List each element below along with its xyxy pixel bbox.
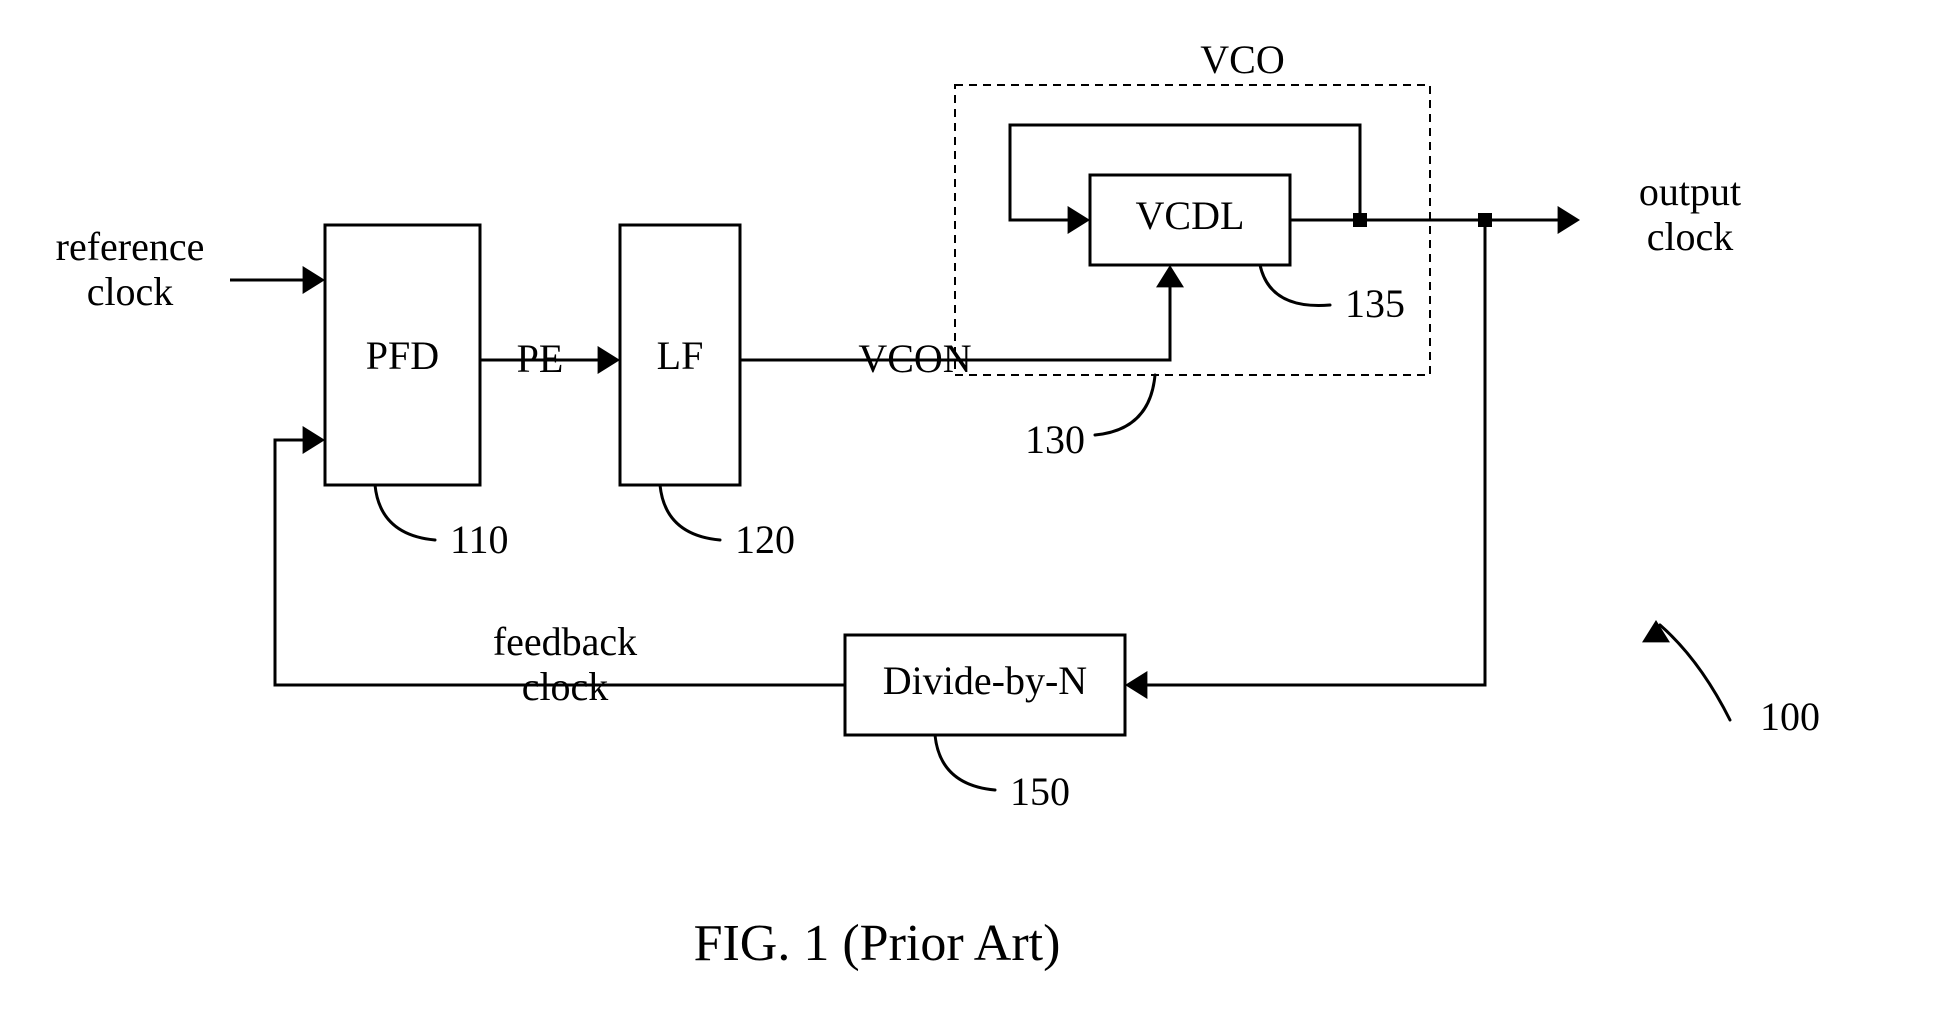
ref-150: [935, 735, 995, 790]
lf-label: LF: [657, 333, 704, 378]
vcdl-label: VCDL: [1136, 193, 1245, 238]
ref-130: [1095, 375, 1155, 435]
to-divider-wire: [1143, 220, 1485, 685]
ref-120: [660, 485, 720, 540]
ref-150-text: 150: [1010, 769, 1070, 814]
output-clock-label: output: [1639, 169, 1741, 214]
ref-100-text: 100: [1760, 694, 1820, 739]
pe-label: PE: [517, 336, 564, 381]
pfd-label: PFD: [366, 333, 439, 378]
reference-clock-label: reference: [56, 224, 205, 269]
figure-caption: FIG. 1 (Prior Art): [694, 915, 1061, 972]
ref-120-text: 120: [735, 517, 795, 562]
svg-text:clock: clock: [522, 664, 609, 709]
ref-110-text: 110: [450, 517, 509, 562]
ref-100: [1660, 625, 1730, 720]
ref-130-text: 130: [1025, 417, 1085, 462]
svg-text:clock: clock: [1647, 214, 1734, 259]
feedback-clock-label: feedback: [493, 619, 637, 664]
ref-135-text: 135: [1345, 281, 1405, 326]
vcon-label: VCON: [858, 336, 971, 381]
vco-label: VCO: [1200, 37, 1284, 82]
ref-110: [375, 485, 435, 540]
svg-text:clock: clock: [87, 269, 174, 314]
divide-by-n-label: Divide-by-N: [883, 658, 1087, 703]
ref-135: [1260, 265, 1330, 306]
